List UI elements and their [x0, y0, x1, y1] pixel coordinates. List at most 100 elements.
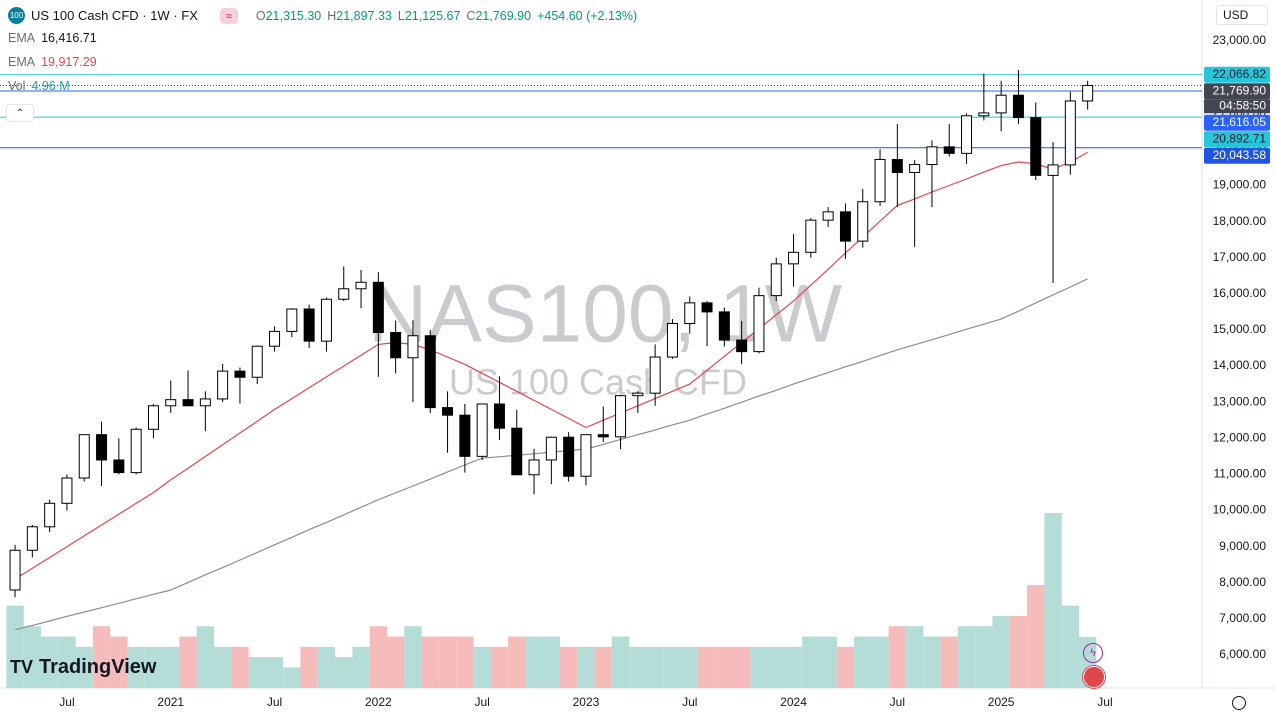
legend-value: 16,416.71: [41, 31, 97, 45]
compare-icon[interactable]: ≈: [219, 7, 238, 24]
volume-bar: [213, 646, 232, 688]
volume-bar: [473, 646, 491, 688]
ohlc-key: H: [327, 8, 337, 23]
volume-bar: [594, 646, 612, 688]
candle-body: [130, 428, 142, 474]
volume-bar: [542, 636, 561, 688]
candle-body: [943, 146, 955, 154]
y-tick-label: 18,000.00: [1213, 214, 1267, 228]
volume-bar: [802, 636, 820, 688]
volume-bar: [231, 646, 249, 688]
volume-bar: [110, 636, 128, 688]
ohlc-key: O: [255, 8, 266, 23]
candle-body: [684, 302, 696, 324]
candle-body: [442, 407, 454, 416]
candle-body: [788, 251, 800, 265]
candle-body: [303, 308, 315, 342]
y-tick-label: 10,000.00: [1213, 503, 1267, 517]
countdown-box: [1204, 99, 1270, 114]
volume-bar: [854, 636, 872, 688]
candle-body: [597, 434, 609, 438]
volume-bar: [92, 626, 111, 688]
volume-bar: [871, 636, 889, 688]
header: 100 US 100 Cash CFD · 1W · FX ≈ O21,315.…: [8, 7, 637, 24]
candle-body: [805, 219, 817, 253]
country-flag[interactable]: [1083, 666, 1105, 688]
candle-body: [580, 434, 592, 477]
volume-bar: [179, 636, 197, 688]
volume-bar: [404, 626, 422, 688]
y-tick-label: 19,000.00: [1213, 178, 1267, 192]
legend-name: EMA: [8, 55, 36, 69]
ohlc-item: C21,769.90: [466, 9, 531, 23]
ohlc-value: 21,769.90: [475, 8, 532, 23]
volume-bar: [386, 636, 405, 688]
volume-bar: [196, 626, 215, 688]
candle-body: [338, 288, 350, 300]
symbol[interactable]: US 100 Cash CFD · 1W · FX: [31, 8, 198, 23]
candle-body: [199, 398, 211, 407]
brand[interactable]: TV TradingView: [10, 656, 156, 679]
x-tick-label: Jul: [682, 695, 697, 709]
candle-body: [839, 211, 851, 242]
x-tick-label: 2023: [573, 695, 600, 709]
settings-icon[interactable]: [1232, 696, 1246, 710]
candle-body: [182, 399, 194, 407]
candle-body: [1030, 117, 1042, 176]
candle-body: [372, 281, 384, 333]
candle-body: [736, 339, 748, 353]
x-tick-label: 2022: [365, 695, 392, 709]
ohlc-value: 21,897.33: [336, 8, 392, 23]
ohlc-item: L21,125.67: [398, 9, 461, 23]
x-tick-label: 2024: [780, 695, 807, 709]
candle-body: [545, 436, 557, 461]
legend-value: 4.96 M: [31, 79, 70, 93]
candle-body: [770, 263, 782, 297]
legend-row: Vol 4.96 M: [8, 79, 70, 93]
volume-bar: [1009, 615, 1028, 688]
volume-bar: [836, 646, 855, 688]
ohlc-item: O21,315.30: [256, 9, 321, 23]
volume-bar: [888, 626, 907, 688]
volume-bar: [58, 636, 76, 688]
candle-body: [995, 94, 1007, 114]
candle-body: [355, 281, 367, 290]
events-icon[interactable]: ϟ: [1083, 643, 1103, 663]
x-tick-label: Jul: [59, 695, 74, 709]
volume-bar: [265, 657, 284, 688]
y-tick-label: 16,000.00: [1213, 286, 1267, 300]
candle-body: [320, 298, 332, 342]
candle-body: [649, 356, 661, 394]
collapse-button[interactable]: ⌃: [6, 104, 34, 122]
volume-bar: [525, 636, 543, 688]
volume-bar: [162, 646, 180, 688]
candle-body: [390, 331, 402, 359]
candle-body: [217, 370, 229, 400]
price-label-box: [1204, 66, 1270, 83]
symbol-badge: 100: [8, 7, 25, 24]
y-tick-label: 17,000.00: [1213, 250, 1267, 264]
x-tick-label: Jul: [267, 695, 282, 709]
ohlc: O21,315.30 H21,897.33 L21,125.67 C21,769.90: [256, 9, 531, 23]
y-tick-label: 14,000.00: [1213, 358, 1267, 372]
legend-row: EMA 19,917.29: [8, 55, 97, 69]
volume-bar: [750, 646, 768, 688]
y-tick-label: 23,000.00: [1213, 33, 1267, 47]
candle-body: [113, 459, 125, 474]
volume-bar: [646, 646, 664, 688]
y-tick-label: 9,000.00: [1219, 539, 1266, 553]
candle-body: [476, 403, 488, 457]
price-label: 21,616.05: [1213, 115, 1267, 129]
currency[interactable]: USD: [1216, 5, 1268, 25]
candle-body: [926, 146, 938, 166]
y-tick-label: 7,000.00: [1219, 611, 1266, 625]
volume-bar: [1061, 605, 1080, 688]
price-label: 20,892.71: [1213, 131, 1267, 145]
volume-bar: [715, 646, 734, 688]
volume-bar: [732, 646, 751, 688]
candle-body: [718, 311, 730, 341]
volume-bar: [905, 626, 924, 688]
brand-logo: TV: [10, 657, 34, 677]
legend-value: 19,917.29: [41, 55, 97, 69]
